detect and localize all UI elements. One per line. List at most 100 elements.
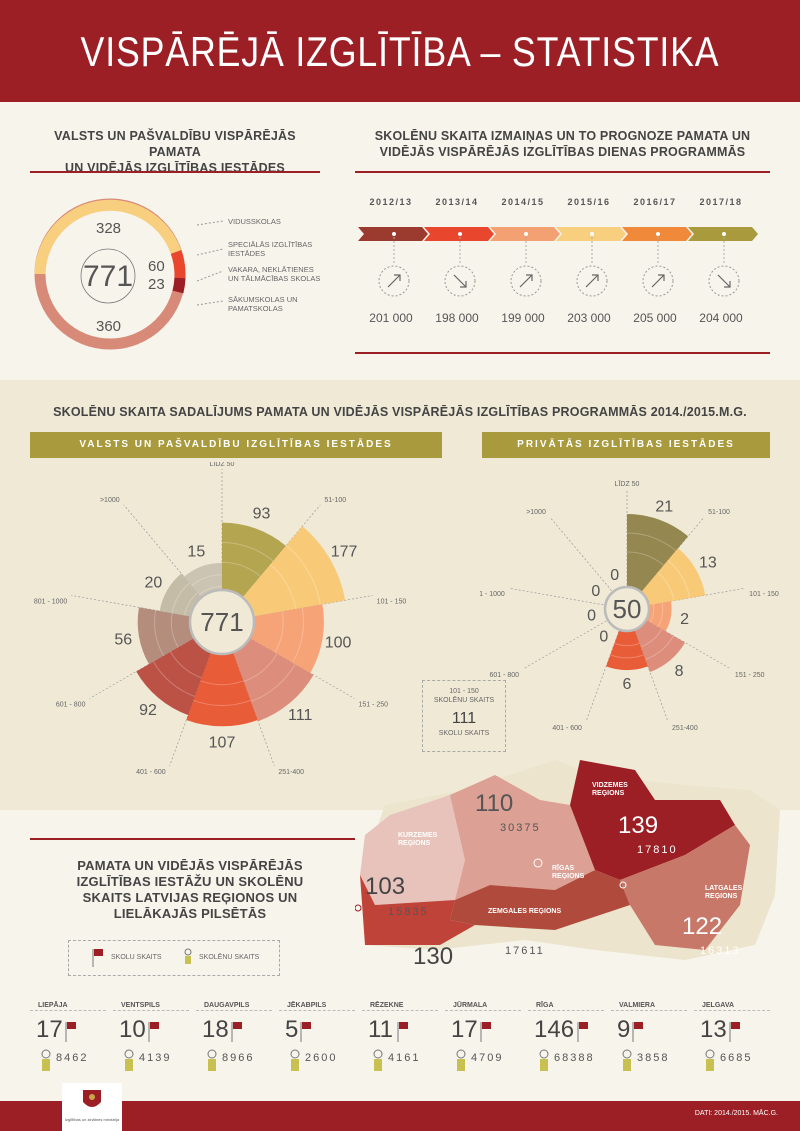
city-name: VENTSPILS xyxy=(121,1002,160,1009)
flag-icon xyxy=(577,1022,588,1042)
city-students: 4161 xyxy=(388,1052,421,1064)
ministry-logo: Izglītības un zinātnes ministrija xyxy=(62,1083,122,1131)
wedge-band xyxy=(152,661,196,697)
city-schools: 5 xyxy=(285,1016,299,1043)
trend-circle xyxy=(444,265,476,297)
cities-row: LIEPĀJA 17 8462 VENTSPILS 10 4139 DAUGAVPILS 18… xyxy=(30,998,780,1090)
size-label: 251-400 xyxy=(672,725,698,732)
label-special: SPECIĀLĀS IZGLĪTĪBAS IESTĀDES xyxy=(228,240,313,258)
city-name: LIEPĀJA xyxy=(38,1002,68,1009)
value-secondary: 328 xyxy=(96,220,122,237)
latgale-students: 16313 xyxy=(700,945,741,957)
rose-center xyxy=(605,587,649,631)
divider xyxy=(30,838,355,840)
student-icon xyxy=(705,1049,715,1071)
forecast-year: 2013/14 xyxy=(435,197,479,207)
flag-icon xyxy=(148,1022,159,1042)
rose-wedge xyxy=(186,622,258,727)
rose-value: 21 xyxy=(655,499,673,516)
forecast-year: 2014/15 xyxy=(501,197,545,207)
city-schools: 146 xyxy=(534,1016,575,1043)
city-name: JĒKABPILS xyxy=(287,1002,327,1009)
city-name: JŪRMALA xyxy=(453,1002,488,1009)
zemgale-students: 17611 xyxy=(505,945,545,957)
value-special: 60 xyxy=(148,258,165,275)
coat-of-arms-icon xyxy=(83,1090,101,1107)
city-icons xyxy=(124,1022,159,1071)
flag-icon xyxy=(480,1022,491,1042)
divider xyxy=(30,171,320,173)
city-students: 68388 xyxy=(554,1052,595,1064)
size-label: LĪDZ 50 xyxy=(210,462,235,468)
wedge-band xyxy=(292,607,305,664)
rose-wedge xyxy=(222,622,314,722)
rose-center-ring xyxy=(188,588,256,656)
latgale-schools: 122 xyxy=(682,913,723,940)
arrow-down-right-icon xyxy=(453,274,467,288)
city-name: VALMIERA xyxy=(619,1002,656,1009)
city-schools: 17 xyxy=(451,1016,478,1043)
region-latgale xyxy=(620,825,750,950)
city-divider xyxy=(113,1010,189,1011)
forecast-count: 199 000 xyxy=(501,311,545,325)
city-card: JĒKABPILS 5 2600 xyxy=(279,998,359,1088)
city-students: 3858 xyxy=(637,1052,670,1064)
city-schools: 11 xyxy=(368,1016,393,1043)
forecast-count: 198 000 xyxy=(435,311,479,325)
city-schools: 17 xyxy=(36,1016,63,1043)
page-title: VISPĀRĒJĀ IZGLĪTĪBA – STATISTIKA xyxy=(80,28,720,75)
vidzeme-students: 17810 xyxy=(637,844,678,856)
size-label: 401 - 600 xyxy=(136,769,166,776)
rose-value: 0 xyxy=(591,583,600,600)
forecast-timeline: 2012/13 201 000 2013/14 198 000 2014/15 199 0… xyxy=(358,195,768,335)
divider xyxy=(355,352,770,354)
wedge-band xyxy=(171,582,190,614)
rose-value: 107 xyxy=(209,734,236,751)
map-legend: SKOLU SKAITS SKOLĒNU SKAITS xyxy=(68,940,280,976)
wedge-band xyxy=(657,602,664,628)
region-vidzeme xyxy=(570,760,735,880)
city-divider xyxy=(611,1010,687,1011)
trend-circle xyxy=(708,265,740,297)
student-icon xyxy=(373,1049,383,1071)
size-label: 51-100 xyxy=(708,509,730,516)
rose-value: 2 xyxy=(680,611,689,628)
timeline-dot xyxy=(590,232,594,236)
regions-title: PAMATA UN VIDĒJĀS VISPĀRĒJĀS IZGLĪTĪBAS … xyxy=(76,858,304,921)
arrow-up-right-icon xyxy=(585,274,599,288)
city-students: 4139 xyxy=(139,1052,172,1064)
student-icon xyxy=(207,1049,217,1071)
institutions-title: VALSTS UN PAŠVALDĪBU VISPĀRĒJĀS PAMATA U… xyxy=(54,129,296,175)
size-label: 401 - 600 xyxy=(552,725,582,732)
timeline-dot xyxy=(524,232,528,236)
city-card: VALMIERA 9 3858 xyxy=(611,998,691,1088)
rose-value: 15 xyxy=(187,543,205,560)
kurzeme-students: 15835 xyxy=(388,906,429,918)
footer-bar: DATI: 2014./2015. MĀC.G. xyxy=(0,1101,800,1131)
arrow-up-right-icon xyxy=(519,274,533,288)
map-label-vidzeme: VIDZEMES REĢIONS xyxy=(592,782,628,797)
institutions-donut xyxy=(34,198,186,350)
arrow-up-right-icon xyxy=(651,274,665,288)
city-divider xyxy=(279,1010,355,1011)
institutions-total: 771 xyxy=(82,260,134,293)
city-name: JELGAVA xyxy=(702,1002,735,1009)
city-divider xyxy=(694,1010,770,1011)
city-divider xyxy=(196,1010,272,1011)
size-label: 801 - 1000 xyxy=(480,591,505,598)
latvia-map xyxy=(355,760,780,960)
label-secondary: VIDUSSKOLAS xyxy=(228,217,281,226)
wedge-band xyxy=(191,574,223,587)
trend-circle xyxy=(510,265,542,297)
size-label: 601 - 800 xyxy=(489,672,519,679)
wedge-band xyxy=(193,699,251,706)
rose-value: 8 xyxy=(675,663,684,680)
region-kurzeme xyxy=(360,795,465,905)
wedge-band xyxy=(184,592,198,616)
city-card: JŪRMALA 17 4709 xyxy=(445,998,525,1088)
size-label: 151 - 250 xyxy=(735,672,765,679)
student-icon xyxy=(124,1049,134,1071)
city-name: RĒZEKNE xyxy=(370,1002,404,1009)
private-rose-chart: LĪDZ 50 51-100 101 - 150 151 - 250 251-400 40… xyxy=(480,480,779,732)
rose-value: 13 xyxy=(699,554,717,571)
